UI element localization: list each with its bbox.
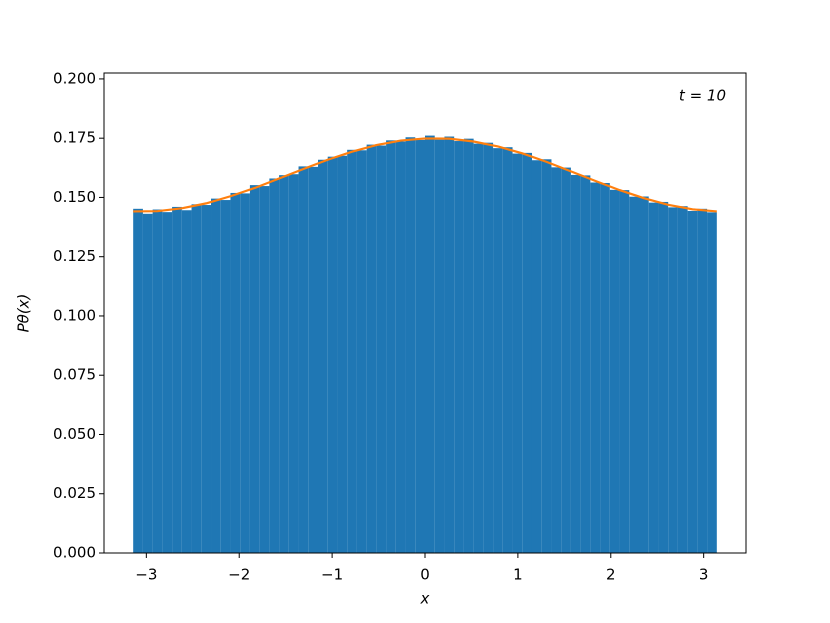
bar <box>279 175 289 553</box>
bar <box>687 210 698 553</box>
curve <box>133 137 717 213</box>
bar <box>580 175 591 553</box>
bar <box>347 149 357 554</box>
bar <box>444 136 455 553</box>
bar <box>609 189 620 553</box>
bar <box>376 145 387 554</box>
bar <box>395 141 406 553</box>
x-tick-label: −1 <box>321 566 343 584</box>
bar <box>356 150 367 553</box>
y-tick-label: 0.100 <box>53 306 96 324</box>
annotation: t = 10 <box>679 87 726 105</box>
x-tick-label: 0 <box>420 566 430 584</box>
bar <box>570 174 581 554</box>
bar <box>600 182 610 554</box>
bar <box>366 144 377 553</box>
bar <box>327 156 338 553</box>
bar <box>172 206 182 554</box>
bar <box>162 212 173 553</box>
bar <box>386 140 396 553</box>
bar <box>220 200 231 553</box>
bar <box>318 159 328 553</box>
y-tick-label: 0.125 <box>53 247 96 265</box>
bar <box>201 205 212 553</box>
bar <box>337 155 348 553</box>
bar <box>181 210 192 553</box>
bar <box>298 166 309 554</box>
x-tick-label: 1 <box>513 566 523 584</box>
bar <box>493 148 503 553</box>
bar <box>648 202 659 554</box>
bar <box>463 138 474 554</box>
bar <box>211 198 221 553</box>
bar <box>269 178 280 553</box>
x-tick-label: −3 <box>135 566 157 584</box>
y-axis-label: Pθ(x) <box>15 294 33 333</box>
bar <box>561 167 571 554</box>
bar <box>425 135 435 554</box>
bar <box>619 190 630 553</box>
bar <box>531 160 542 554</box>
bar <box>629 196 639 553</box>
bar <box>405 137 416 553</box>
bar <box>230 192 241 553</box>
y-tick-label: 0.200 <box>53 69 96 87</box>
y-tick-label: 0.075 <box>53 366 96 384</box>
bar <box>191 204 202 553</box>
bar <box>288 174 299 553</box>
bar <box>638 196 649 554</box>
bar <box>590 182 601 553</box>
bar <box>551 167 562 553</box>
bar <box>677 206 688 553</box>
bar <box>454 141 464 553</box>
x-axis-label: x <box>420 590 430 608</box>
x-tick-label: −2 <box>228 566 250 584</box>
bar <box>707 212 717 553</box>
bar <box>522 152 532 554</box>
bar <box>502 147 513 553</box>
bar <box>483 142 494 553</box>
bar <box>259 186 270 554</box>
bar <box>142 213 153 554</box>
bar <box>152 209 163 554</box>
bar <box>512 153 523 553</box>
bar <box>249 185 260 553</box>
bar <box>668 207 678 553</box>
bar <box>434 139 445 553</box>
bar <box>541 159 552 553</box>
y-tick-label: 0.150 <box>53 188 96 206</box>
y-tick-label: 0.025 <box>53 484 96 502</box>
bar <box>240 193 250 554</box>
bar <box>308 166 319 553</box>
y-tick-label: 0.175 <box>53 129 96 147</box>
bar <box>415 139 425 553</box>
bar <box>697 208 708 554</box>
y-tick-label: 0.000 <box>53 544 96 562</box>
bar <box>473 143 484 554</box>
x-tick-label: 2 <box>606 566 616 584</box>
bar <box>658 201 669 553</box>
y-tick-label: 0.050 <box>53 425 96 443</box>
x-tick-label: 3 <box>699 566 709 584</box>
bar <box>133 208 143 554</box>
